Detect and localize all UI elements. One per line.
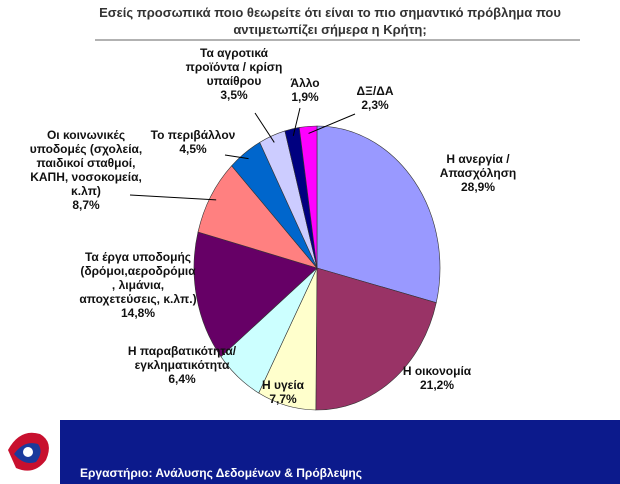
value-label: 21,2% [419,378,455,392]
pie-slice [193,231,318,358]
value-label: 2,3% [361,98,389,112]
category-label: Το περιβάλλον [150,128,236,142]
category-label: Οι κοινωνικές υποδομές (σχολεία, παιδικο… [29,128,143,198]
value-label: 14,8% [120,306,156,320]
category-label: Η παραβατικότητα/ εγκληματικότητα [127,344,237,372]
slice-label: Οι κοινωνικές υποδομές (σχολεία, παιδικο… [30,128,143,212]
leader-line [254,112,275,143]
category-label: Η υγεία [261,378,305,392]
pie-slice [315,267,437,411]
value-label: 6,4% [168,372,196,386]
leader-line [224,154,249,160]
leader-line [129,194,217,201]
slice-label: Η παραβατικότητα/ εγκληματικότητα 6,4% [128,344,236,386]
slice-label: Η ανεργία / Απασχόληση 28,9% [440,152,516,194]
slice-label: Το περιβάλλον 4,5% [151,128,236,156]
value-label: 28,9% [460,180,496,194]
slice-label: Η οικονομία 21,2% [403,364,471,392]
category-label: Άλλο [290,76,320,90]
slice-label: Τα έργα υποδομής (δρόμοι,αεροδρόμια , λι… [79,250,196,320]
value-label: 7,7% [269,392,297,406]
slice-label: ΔΞ/ΔΑ 2,3% [357,84,394,112]
category-label: Η οικονομία [402,364,472,378]
category-label: Τα έργα υποδομής (δρόμοι,αεροδρόμια , λι… [79,250,197,306]
slice-label: Άλλο 1,9% [290,76,319,104]
value-label: 1,9% [291,90,319,104]
slice-label: Τα αγροτικά προϊόντα / κρίση υπαίθρου 3,5… [186,46,283,102]
category-label: ΔΞ/ΔΑ [356,84,394,98]
footer-band [0,420,620,484]
leader-line [292,107,301,137]
leader-line [308,113,356,134]
value-label: 4,5% [179,142,207,156]
chart-title: Εσείς προσωπικά ποιο θεωρείτε ότι είναι … [99,5,561,37]
pie-slice [316,125,441,304]
value-label: 8,7% [72,198,100,212]
slice-label: Η υγεία 7,7% [262,378,304,406]
category-label: Τα αγροτικά προϊόντα / κρίση υπαίθρου [185,46,283,88]
footer-text: Εργαστήριο: Ανάλυσης Δεδομένων & Πρόβλεψ… [80,466,362,480]
logo [0,420,60,484]
pie-slice [298,125,318,269]
value-label: 3,5% [220,88,248,102]
category-label: Η ανεργία / Απασχόληση [439,152,517,180]
